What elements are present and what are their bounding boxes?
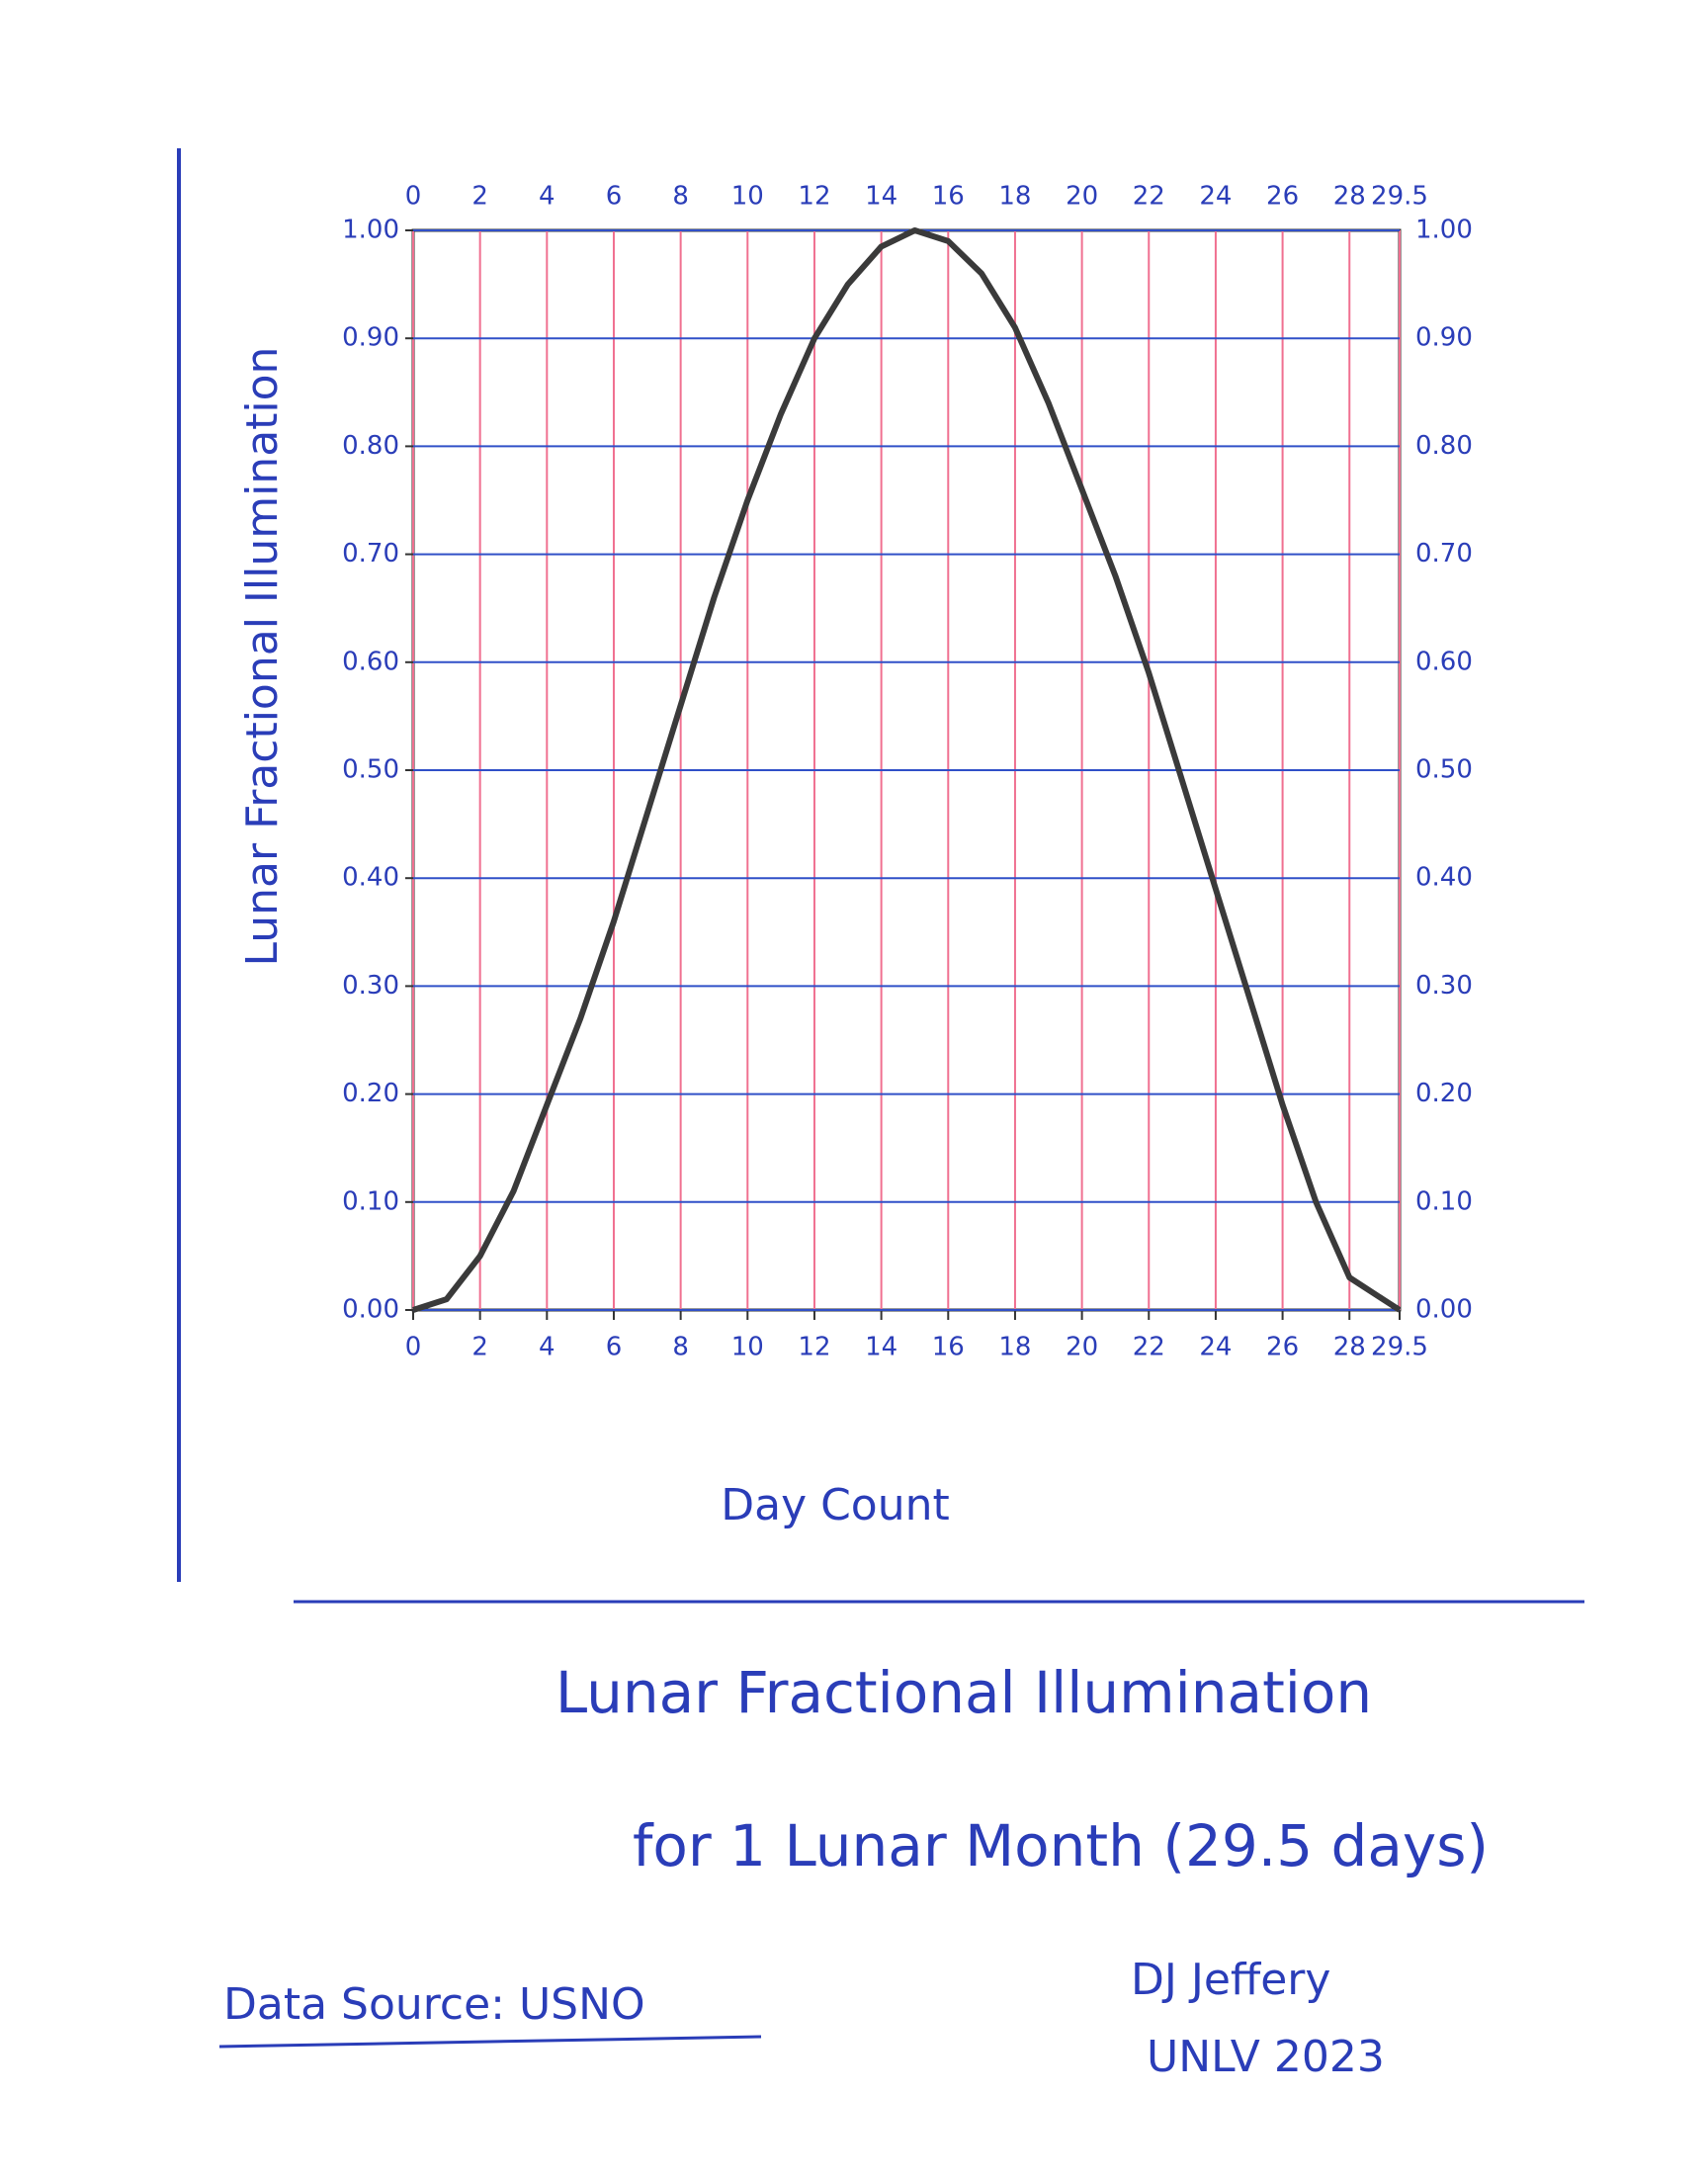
- x-tick-label: 18: [998, 1333, 1031, 1362]
- x-tick-label: 28: [1333, 1333, 1366, 1362]
- source-underline: [218, 2035, 762, 2049]
- y-tick-label-right: 0.20: [1415, 1079, 1473, 1108]
- x-tick-label-top: 29.5: [1371, 182, 1428, 212]
- institution-note: UNLV 2023: [1147, 2032, 1385, 2082]
- x-tick-label: 20: [1066, 1333, 1098, 1362]
- x-tick-label-top: 6: [606, 182, 623, 212]
- x-tick-label-top: 18: [998, 182, 1031, 212]
- x-tick-label: 6: [606, 1333, 623, 1362]
- y-tick-label: 0.60: [342, 647, 399, 676]
- x-tick-label-top: 26: [1266, 182, 1299, 212]
- x-tick-label-top: 8: [672, 182, 689, 212]
- x-tick-label: 24: [1199, 1333, 1232, 1362]
- y-tick-label: 0.00: [342, 1295, 399, 1325]
- x-tick-label: 12: [798, 1333, 830, 1362]
- y-tick-label-right: 0.40: [1415, 863, 1473, 893]
- y-tick-label: 0.80: [342, 431, 399, 461]
- y-tick-label-right: 1.00: [1415, 216, 1473, 245]
- x-tick-label: 8: [672, 1333, 689, 1362]
- x-tick-label-top: 28: [1333, 182, 1366, 212]
- source-note: Data Source: USNO: [223, 1979, 645, 2030]
- author-note: DJ Jeffery: [1131, 1955, 1330, 2005]
- y-tick-label: 0.70: [342, 539, 399, 568]
- x-tick-label-top: 0: [405, 182, 422, 212]
- x-axis-label: Day Count: [721, 1480, 950, 1530]
- x-tick-label-top: 12: [798, 182, 830, 212]
- y-tick-label-right: 0.00: [1415, 1295, 1473, 1325]
- x-tick-label-top: 20: [1066, 182, 1098, 212]
- x-tick-label: 29.5: [1371, 1333, 1428, 1362]
- x-tick-label: 4: [539, 1333, 555, 1362]
- y-tick-label: 0.50: [342, 755, 399, 785]
- x-tick-label-top: 10: [731, 182, 764, 212]
- y-tick-label: 0.30: [342, 971, 399, 1001]
- y-tick-label: 0.90: [342, 323, 399, 353]
- x-tick-label: 26: [1266, 1333, 1299, 1362]
- x-tick-label-top: 22: [1133, 182, 1165, 212]
- y-tick-label-right: 0.10: [1415, 1186, 1473, 1216]
- x-tick-label: 22: [1133, 1333, 1165, 1362]
- chart-subtitle: for 1 Lunar Month (29.5 days): [633, 1812, 1489, 1879]
- x-tick-label: 14: [865, 1333, 897, 1362]
- data-line: [412, 227, 1402, 1313]
- y-tick-label-right: 0.60: [1415, 647, 1473, 676]
- x-tick-label-top: 16: [932, 182, 965, 212]
- chart-title: Lunar Fractional Illumination: [555, 1659, 1372, 1726]
- y-tick-label: 0.40: [342, 863, 399, 893]
- y-tick-label-right: 0.90: [1415, 323, 1473, 353]
- x-tick-label: 0: [405, 1333, 422, 1362]
- y-tick-label-right: 0.50: [1415, 755, 1473, 785]
- x-tick-label-top: 2: [471, 182, 488, 212]
- x-tick-label: 2: [471, 1333, 488, 1362]
- y-tick-label: 0.20: [342, 1079, 399, 1108]
- x-tick-label-top: 24: [1199, 182, 1232, 212]
- y-tick-label-right: 0.80: [1415, 431, 1473, 461]
- x-tick-label-top: 14: [865, 182, 897, 212]
- x-tick-label-top: 4: [539, 182, 555, 212]
- y-tick-label: 1.00: [342, 216, 399, 245]
- y-tick-label-right: 0.70: [1415, 539, 1473, 568]
- y-axis-label: Lunar Fractional Illumination: [237, 347, 288, 967]
- y-tick-label-right: 0.30: [1415, 971, 1473, 1001]
- x-tick-label: 10: [731, 1333, 764, 1362]
- y-tick-label: 0.10: [342, 1186, 399, 1216]
- x-tick-label: 16: [932, 1333, 965, 1362]
